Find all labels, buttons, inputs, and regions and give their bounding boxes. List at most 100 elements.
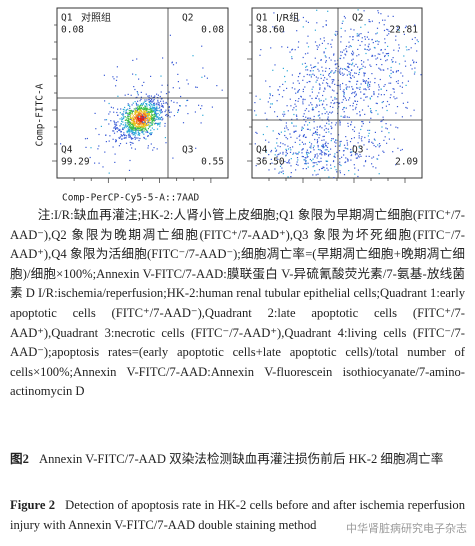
event-dot	[375, 110, 377, 112]
quadrant-percent: 99.29	[61, 157, 90, 168]
event-dot	[124, 135, 126, 137]
event-dot	[114, 126, 116, 128]
event-dot	[324, 149, 326, 151]
event-dot	[330, 140, 332, 142]
event-dot	[155, 111, 157, 113]
event-dot	[340, 51, 342, 53]
event-dot	[141, 114, 144, 116]
event-dot	[307, 35, 309, 37]
event-dot	[406, 107, 408, 109]
event-dot	[374, 55, 376, 57]
event-dot	[401, 92, 403, 94]
event-dot	[124, 137, 126, 139]
event-dot	[367, 78, 370, 80]
event-dot	[140, 128, 142, 130]
event-dot	[340, 73, 342, 75]
event-dot	[154, 118, 156, 120]
event-dot	[394, 98, 396, 100]
event-dot	[361, 136, 363, 138]
event-dot	[319, 88, 321, 90]
event-dot	[293, 113, 295, 116]
event-dot	[360, 60, 363, 62]
event-dot	[255, 95, 257, 97]
event-dot	[318, 169, 320, 171]
event-dot	[352, 39, 354, 41]
event-dot	[265, 139, 267, 141]
event-dot	[326, 111, 328, 113]
event-dot	[302, 127, 304, 129]
event-dot	[143, 124, 145, 126]
event-dot	[318, 111, 320, 113]
event-dot	[119, 137, 121, 139]
event-dot	[138, 107, 141, 109]
event-dot	[294, 17, 296, 19]
event-dot	[405, 25, 407, 27]
event-dot	[288, 160, 290, 162]
event-dot	[105, 134, 107, 136]
quadrant-percent: 38.60	[256, 25, 285, 36]
event-dot	[306, 154, 308, 156]
quadrant-percent: 0.08	[61, 25, 84, 36]
event-dot	[332, 160, 335, 163]
event-dot	[151, 122, 153, 124]
event-dot	[369, 129, 371, 131]
event-dot	[173, 115, 175, 117]
event-dot	[306, 153, 308, 155]
event-dot	[274, 168, 276, 170]
event-dot	[342, 74, 344, 76]
event-dot	[160, 109, 162, 111]
event-dot	[376, 57, 379, 59]
event-dot	[274, 111, 276, 113]
event-dot	[345, 107, 347, 109]
event-dot	[60, 143, 62, 145]
event-dot	[359, 88, 361, 90]
event-dot	[204, 75, 206, 77]
event-dot	[343, 89, 345, 91]
event-dot	[151, 114, 154, 116]
event-dot	[355, 72, 357, 74]
event-dot	[301, 152, 303, 154]
event-dot	[129, 125, 131, 127]
event-dot	[129, 127, 131, 129]
event-dot	[148, 111, 150, 113]
event-dot	[304, 53, 307, 55]
event-dot	[149, 132, 151, 134]
event-dot	[291, 56, 293, 58]
event-dot	[116, 111, 118, 114]
event-dot	[139, 122, 141, 124]
event-dot	[375, 64, 378, 66]
event-dot	[382, 101, 384, 103]
event-dot	[315, 106, 317, 108]
event-dot	[269, 93, 271, 95]
event-dot	[295, 163, 298, 165]
event-dot	[131, 122, 133, 124]
event-dot	[127, 114, 129, 116]
event-dot	[297, 153, 299, 155]
event-dot	[344, 30, 346, 32]
event-dot	[299, 134, 301, 136]
event-dot	[155, 114, 158, 116]
event-dot	[360, 33, 362, 35]
event-dot	[354, 167, 356, 169]
event-dot	[328, 68, 331, 70]
event-dot	[125, 142, 128, 144]
event-dot	[132, 116, 134, 118]
event-dot	[346, 69, 348, 71]
event-dot	[357, 39, 359, 41]
event-dot	[375, 167, 377, 169]
event-dot	[390, 94, 392, 96]
event-dot	[131, 127, 133, 129]
event-dot	[331, 39, 333, 41]
event-dot	[326, 146, 329, 148]
event-dot	[145, 128, 147, 130]
event-dot	[137, 132, 139, 134]
event-dot	[144, 109, 146, 111]
event-dot	[317, 161, 319, 163]
event-dot	[168, 106, 170, 108]
event-dot	[260, 49, 262, 51]
event-dot	[342, 99, 344, 101]
event-dot	[149, 109, 151, 111]
event-dot	[331, 70, 333, 72]
event-dot	[195, 86, 197, 88]
event-dot	[378, 143, 381, 145]
